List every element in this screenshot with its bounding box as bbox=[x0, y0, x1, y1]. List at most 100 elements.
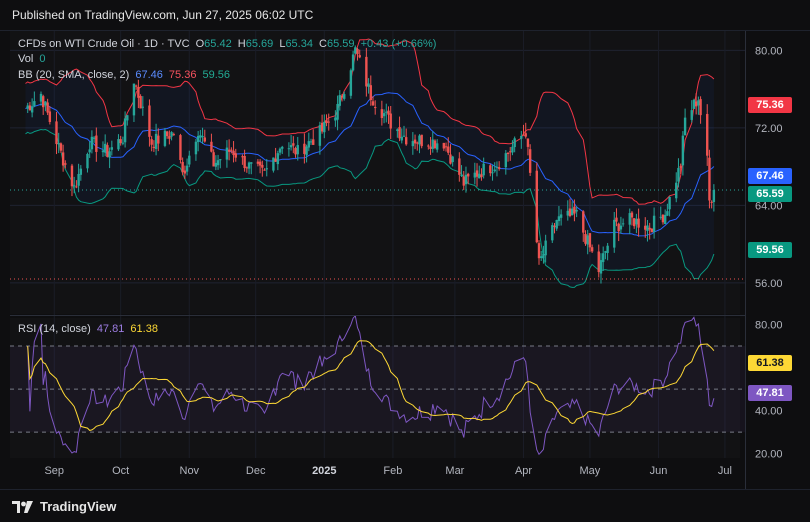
candle-body bbox=[630, 212, 634, 218]
candle-body bbox=[475, 170, 479, 177]
candle-body bbox=[150, 139, 153, 145]
last-price-tag: 65.59 bbox=[748, 186, 792, 202]
candle-body bbox=[385, 111, 388, 113]
candle-body bbox=[327, 121, 330, 123]
candle-body bbox=[340, 95, 344, 98]
candle-body bbox=[365, 56, 368, 87]
candle-body bbox=[201, 136, 204, 138]
candle-body bbox=[152, 146, 156, 148]
candle-body bbox=[367, 83, 370, 87]
vol-value: 0 bbox=[39, 53, 46, 65]
close-tag: C bbox=[319, 38, 327, 50]
candle-body bbox=[473, 172, 477, 178]
candle-body bbox=[380, 109, 384, 118]
candle-body bbox=[495, 166, 499, 168]
candle-body bbox=[121, 142, 125, 144]
candle-body bbox=[646, 225, 649, 231]
candle-body bbox=[451, 156, 454, 163]
candle-body bbox=[210, 141, 213, 152]
candle-body bbox=[123, 118, 127, 143]
candle-body bbox=[42, 96, 45, 108]
candle-body bbox=[170, 132, 173, 137]
candle-body bbox=[418, 135, 421, 145]
time-axis-label: Nov bbox=[180, 465, 200, 477]
symbol-label: CFDs on WTI Crude Oil · 1D · TVC bbox=[18, 38, 190, 50]
candle-body bbox=[411, 141, 415, 147]
candle-body bbox=[681, 135, 685, 166]
candle-body bbox=[57, 142, 60, 145]
candle-body bbox=[351, 54, 355, 71]
candle-body bbox=[466, 173, 470, 177]
time-axis-label: Mar bbox=[445, 465, 464, 477]
candle-body bbox=[287, 148, 291, 150]
candle-body bbox=[635, 218, 638, 225]
candle-body bbox=[117, 139, 120, 150]
candle-body bbox=[588, 233, 592, 248]
candle-body bbox=[354, 47, 357, 54]
candle-body bbox=[537, 243, 541, 259]
time-axis-label: 2025 bbox=[312, 465, 336, 477]
candle-body bbox=[108, 151, 111, 158]
candle-body bbox=[389, 113, 392, 129]
candle-body bbox=[245, 167, 249, 169]
candle-body bbox=[212, 152, 215, 167]
candle-body bbox=[134, 85, 138, 87]
open-value: 65.42 bbox=[204, 38, 232, 50]
candle-body bbox=[343, 94, 346, 99]
candle-body bbox=[497, 167, 501, 169]
tradingview-logo[interactable]: TradingView bbox=[12, 499, 116, 514]
candle-body bbox=[553, 225, 556, 227]
candle-body bbox=[694, 101, 698, 107]
bb-upper-value: 75.36 bbox=[168, 69, 197, 81]
time-axis-label: Dec bbox=[246, 465, 266, 477]
time-axis-label: May bbox=[580, 465, 601, 477]
rsi-axis-label: 40.00 bbox=[755, 406, 783, 418]
candle-body bbox=[371, 101, 375, 106]
candle-body bbox=[544, 240, 547, 256]
candle-body bbox=[312, 139, 315, 145]
candle-body bbox=[513, 138, 516, 148]
bb-fill-area bbox=[25, 39, 714, 288]
high-tag: H bbox=[237, 38, 246, 50]
candle-body bbox=[628, 213, 631, 225]
candle-body bbox=[296, 145, 299, 155]
candle-body bbox=[265, 168, 268, 170]
rsi-ma-line bbox=[27, 340, 715, 431]
candle-body bbox=[535, 170, 538, 243]
candle-body bbox=[281, 146, 284, 149]
candle-body bbox=[75, 186, 78, 188]
low-tag: L bbox=[279, 38, 286, 50]
low-value: 65.34 bbox=[285, 38, 313, 50]
candle-body bbox=[256, 161, 260, 164]
candle-body bbox=[232, 150, 235, 156]
candle-body bbox=[92, 137, 96, 139]
time-axis-label: Feb bbox=[383, 465, 402, 477]
candle-body bbox=[369, 85, 372, 101]
candle-body bbox=[491, 172, 494, 174]
candle-body bbox=[225, 147, 229, 160]
candle-body bbox=[712, 190, 716, 203]
candle-body bbox=[320, 122, 324, 132]
time-axis-label: Jul bbox=[718, 465, 732, 477]
candle-body bbox=[154, 133, 158, 149]
rsi-ma-value: 61.38 bbox=[130, 323, 158, 335]
candle-body bbox=[157, 135, 160, 144]
candle-body bbox=[464, 174, 468, 185]
candle-body bbox=[88, 149, 91, 153]
candle-body bbox=[139, 96, 142, 109]
candle-body bbox=[172, 134, 175, 136]
candle-body bbox=[648, 227, 651, 230]
candle-body bbox=[400, 136, 403, 141]
candle-body bbox=[243, 155, 246, 169]
candle-body bbox=[294, 148, 297, 155]
candle-body bbox=[318, 125, 322, 146]
candle-body bbox=[573, 206, 576, 214]
candle-body bbox=[44, 101, 47, 106]
candle-body bbox=[305, 146, 308, 156]
bb-label: BB (20, SMA, close, 2) bbox=[18, 69, 130, 81]
candle-body bbox=[132, 83, 136, 116]
candle-body bbox=[540, 256, 543, 259]
candle-body bbox=[387, 110, 390, 115]
candle-body bbox=[148, 105, 151, 137]
